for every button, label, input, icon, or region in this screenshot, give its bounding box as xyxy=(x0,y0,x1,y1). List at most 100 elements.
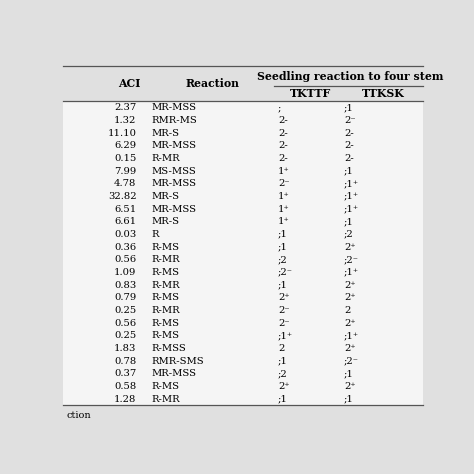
Text: 0.36: 0.36 xyxy=(114,243,137,252)
Text: R-MS: R-MS xyxy=(151,331,179,340)
Text: 2⁻: 2⁻ xyxy=(278,319,290,328)
Text: ;1: ;1 xyxy=(344,166,354,175)
Text: 2⁺: 2⁺ xyxy=(344,319,356,328)
Text: 2-: 2- xyxy=(278,154,288,163)
Text: MR-MSS: MR-MSS xyxy=(151,369,196,378)
Text: MR-S: MR-S xyxy=(151,192,179,201)
Text: 2⁺: 2⁺ xyxy=(278,293,290,302)
Text: 2-: 2- xyxy=(278,116,288,125)
Text: 2-: 2- xyxy=(278,141,288,150)
FancyBboxPatch shape xyxy=(63,66,423,101)
Text: ;1: ;1 xyxy=(278,243,288,252)
Text: ;2: ;2 xyxy=(344,230,354,239)
Text: 11.10: 11.10 xyxy=(108,128,137,137)
Text: 2.37: 2.37 xyxy=(114,103,137,112)
Text: ;2⁻: ;2⁻ xyxy=(278,268,293,277)
Text: 1⁺: 1⁺ xyxy=(278,217,290,226)
Text: ;1⁺: ;1⁺ xyxy=(344,192,359,201)
Text: 1⁺: 1⁺ xyxy=(278,205,290,214)
Text: MR-S: MR-S xyxy=(151,217,179,226)
Text: 0.15: 0.15 xyxy=(114,154,137,163)
Text: 1.83: 1.83 xyxy=(114,344,137,353)
Text: R-MR: R-MR xyxy=(151,255,180,264)
Text: 2⁺: 2⁺ xyxy=(344,293,356,302)
Text: ;1: ;1 xyxy=(344,217,354,226)
Text: 2⁺: 2⁺ xyxy=(344,243,356,252)
Text: 2: 2 xyxy=(278,344,284,353)
Text: 2⁻: 2⁻ xyxy=(278,306,290,315)
Text: ;1⁺: ;1⁺ xyxy=(344,268,359,277)
Text: MR-S: MR-S xyxy=(151,128,179,137)
Text: ;1: ;1 xyxy=(278,230,288,239)
Text: R-MS: R-MS xyxy=(151,293,179,302)
Text: 1.28: 1.28 xyxy=(114,394,137,403)
Text: 2-: 2- xyxy=(344,154,354,163)
Text: 1.32: 1.32 xyxy=(114,116,137,125)
Text: 2⁺: 2⁺ xyxy=(344,382,356,391)
Text: MR-MSS: MR-MSS xyxy=(151,205,196,214)
Text: R-MSS: R-MSS xyxy=(151,344,186,353)
Text: 1.09: 1.09 xyxy=(114,268,137,277)
Text: ;2⁻: ;2⁻ xyxy=(344,255,359,264)
Text: MR-MSS: MR-MSS xyxy=(151,103,196,112)
Text: R-MR: R-MR xyxy=(151,394,180,403)
Text: 0.56: 0.56 xyxy=(114,255,137,264)
Text: TTKSK: TTKSK xyxy=(362,88,405,99)
Text: RMR-SMS: RMR-SMS xyxy=(151,356,204,365)
Text: R-MS: R-MS xyxy=(151,319,179,328)
Text: 7.99: 7.99 xyxy=(114,166,137,175)
Text: R-MR: R-MR xyxy=(151,306,180,315)
Text: ;2: ;2 xyxy=(278,369,288,378)
Text: 0.83: 0.83 xyxy=(114,281,137,290)
Text: Seedling reaction to four stem: Seedling reaction to four stem xyxy=(257,71,444,82)
Text: 0.03: 0.03 xyxy=(114,230,137,239)
Text: 2⁺: 2⁺ xyxy=(278,382,290,391)
Text: 2⁺: 2⁺ xyxy=(344,281,356,290)
Text: MS-MSS: MS-MSS xyxy=(151,166,196,175)
Text: 0.78: 0.78 xyxy=(114,356,137,365)
Text: ;1⁺: ;1⁺ xyxy=(344,205,359,214)
Text: R-MR: R-MR xyxy=(151,154,180,163)
Text: ;1⁺: ;1⁺ xyxy=(344,331,359,340)
Text: 2-: 2- xyxy=(278,128,288,137)
Text: 2⁺: 2⁺ xyxy=(344,344,356,353)
Text: 1⁺: 1⁺ xyxy=(278,192,290,201)
Text: 1⁺: 1⁺ xyxy=(278,166,290,175)
Text: 0.25: 0.25 xyxy=(114,306,137,315)
Text: 2-: 2- xyxy=(344,141,354,150)
Text: ;1⁺: ;1⁺ xyxy=(278,331,293,340)
Text: 6.51: 6.51 xyxy=(114,205,137,214)
Text: ;1⁺: ;1⁺ xyxy=(344,179,359,188)
Text: ACI: ACI xyxy=(118,78,140,89)
Text: 0.58: 0.58 xyxy=(114,382,137,391)
Text: ;1: ;1 xyxy=(278,394,288,403)
Text: 32.82: 32.82 xyxy=(108,192,137,201)
Text: R-MS: R-MS xyxy=(151,243,179,252)
Text: ;1: ;1 xyxy=(278,356,288,365)
Text: R-MR: R-MR xyxy=(151,281,180,290)
Text: ;1: ;1 xyxy=(344,394,354,403)
Text: 6.61: 6.61 xyxy=(114,217,137,226)
Text: 2: 2 xyxy=(344,306,350,315)
Text: ction: ction xyxy=(66,411,91,420)
Text: ;2⁻: ;2⁻ xyxy=(344,356,359,365)
Text: TKTTF: TKTTF xyxy=(290,88,331,99)
Text: RMR-MS: RMR-MS xyxy=(151,116,197,125)
Text: ;1: ;1 xyxy=(344,103,354,112)
Text: ;1: ;1 xyxy=(278,281,288,290)
Text: 2⁻: 2⁻ xyxy=(278,179,290,188)
Text: 0.56: 0.56 xyxy=(114,319,137,328)
Text: R-MS: R-MS xyxy=(151,382,179,391)
Text: Reaction: Reaction xyxy=(186,78,239,89)
Text: 2⁻: 2⁻ xyxy=(344,116,356,125)
Text: 6.29: 6.29 xyxy=(114,141,137,150)
Text: 4.78: 4.78 xyxy=(114,179,137,188)
Text: 0.79: 0.79 xyxy=(114,293,137,302)
Text: ;1: ;1 xyxy=(344,369,354,378)
Text: R: R xyxy=(151,230,159,239)
Text: 2-: 2- xyxy=(344,128,354,137)
Text: ;2: ;2 xyxy=(278,255,288,264)
Text: ;: ; xyxy=(278,103,281,112)
Text: 0.25: 0.25 xyxy=(114,331,137,340)
FancyBboxPatch shape xyxy=(63,66,423,405)
